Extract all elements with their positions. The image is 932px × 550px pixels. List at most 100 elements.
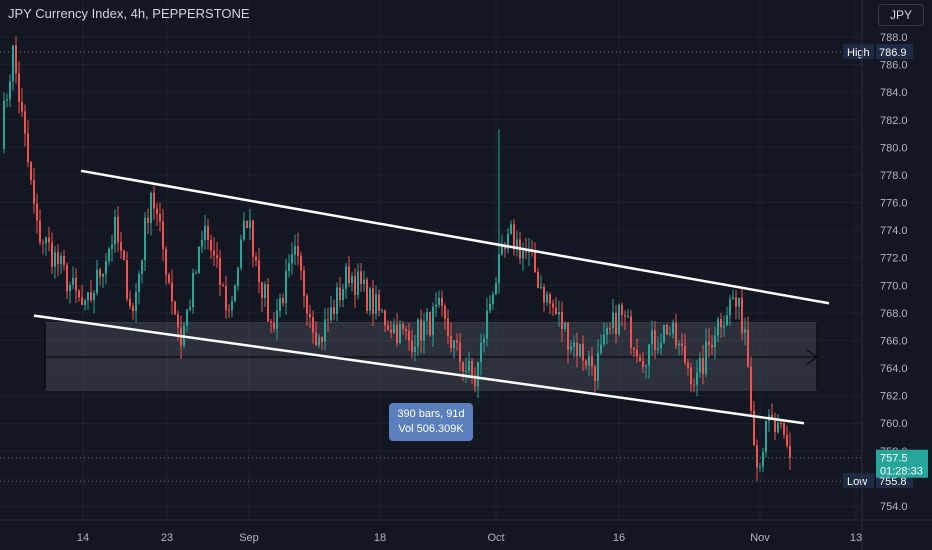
channel-upper-line[interactable]	[80, 169, 830, 305]
y-tick-label: 780.0	[880, 142, 908, 154]
candle	[579, 343, 581, 358]
candle-body	[291, 254, 293, 264]
candle	[12, 45, 14, 91]
candle	[531, 240, 533, 257]
candle	[777, 414, 779, 434]
candle	[384, 309, 386, 333]
candle	[438, 290, 440, 308]
candle	[36, 193, 38, 234]
candle	[708, 328, 710, 358]
candle	[321, 336, 323, 350]
candle-body	[261, 282, 263, 299]
candle	[390, 320, 392, 339]
candle	[129, 290, 131, 310]
candle	[96, 259, 98, 296]
candle	[270, 318, 272, 334]
candle	[489, 295, 491, 314]
candle	[297, 232, 299, 266]
candle	[480, 333, 482, 376]
x-tick-label: 14	[77, 532, 89, 544]
low-price-tag-bg	[843, 473, 874, 489]
candle-body	[666, 324, 668, 335]
candle-body	[729, 299, 731, 316]
candle	[609, 322, 611, 335]
candle-body	[468, 360, 470, 371]
candle	[240, 234, 242, 271]
candle	[117, 206, 119, 252]
candle	[150, 191, 152, 236]
candle	[549, 292, 551, 315]
candle-body	[561, 311, 563, 330]
candle	[207, 218, 209, 250]
candle-body	[588, 356, 590, 366]
candle-body	[174, 301, 176, 315]
candle	[717, 316, 719, 343]
candle	[612, 299, 614, 335]
candle-body	[594, 366, 596, 381]
candle-body	[234, 285, 236, 302]
y-tick-label: 754.0	[880, 501, 908, 513]
candle-body	[762, 451, 764, 467]
y-tick-label: 764.0	[880, 363, 908, 375]
candle	[429, 311, 431, 337]
candle	[453, 340, 455, 359]
y-tick-label: 786.0	[880, 60, 908, 72]
candle-body	[540, 286, 542, 288]
candle	[660, 333, 662, 355]
candle	[147, 208, 149, 235]
candle-body	[726, 315, 728, 326]
candle-body	[657, 348, 659, 350]
candle-body	[576, 342, 578, 357]
candle-body	[306, 295, 308, 314]
candle-body	[18, 73, 20, 102]
candle	[729, 295, 731, 326]
candle	[375, 285, 377, 320]
x-axis-panel[interactable]	[0, 520, 932, 550]
candle-body	[93, 293, 95, 301]
candle-body	[189, 307, 191, 310]
candle	[249, 208, 251, 241]
candle-body	[738, 297, 740, 307]
candle	[627, 308, 629, 319]
candle	[75, 268, 77, 303]
candle	[309, 304, 311, 329]
candle-body	[252, 220, 254, 257]
candle	[411, 329, 413, 359]
candle-body	[192, 272, 194, 308]
candle	[6, 93, 8, 108]
candle-body	[123, 250, 125, 261]
candle-body	[327, 319, 329, 321]
candle	[294, 234, 296, 265]
channel-lower-line[interactable]	[33, 314, 805, 425]
candle	[759, 462, 761, 473]
x-tick-label: 23	[161, 532, 173, 544]
candle	[162, 208, 164, 261]
candle-body	[204, 226, 206, 240]
candle-body	[186, 309, 188, 326]
candle	[594, 364, 596, 394]
candle	[699, 352, 701, 378]
candle-body	[609, 328, 611, 330]
candle-body	[42, 242, 44, 244]
candle	[600, 334, 602, 356]
candle	[636, 338, 638, 363]
candle-body	[321, 336, 323, 342]
currency-button[interactable]: JPY	[878, 4, 924, 26]
candle-body	[27, 133, 29, 163]
candle-body	[651, 330, 653, 345]
candle-body	[582, 344, 584, 361]
candle-body	[516, 239, 518, 250]
candle	[306, 293, 308, 326]
candle	[324, 308, 326, 351]
candle-body	[81, 297, 83, 306]
candle-body	[714, 335, 716, 348]
candle-body	[354, 275, 356, 295]
candle-body	[75, 277, 77, 291]
candle-body	[165, 248, 167, 275]
candle-body	[279, 297, 281, 311]
candle	[9, 74, 11, 108]
candle	[789, 432, 791, 470]
candle	[615, 305, 617, 344]
candle-body	[510, 224, 512, 234]
